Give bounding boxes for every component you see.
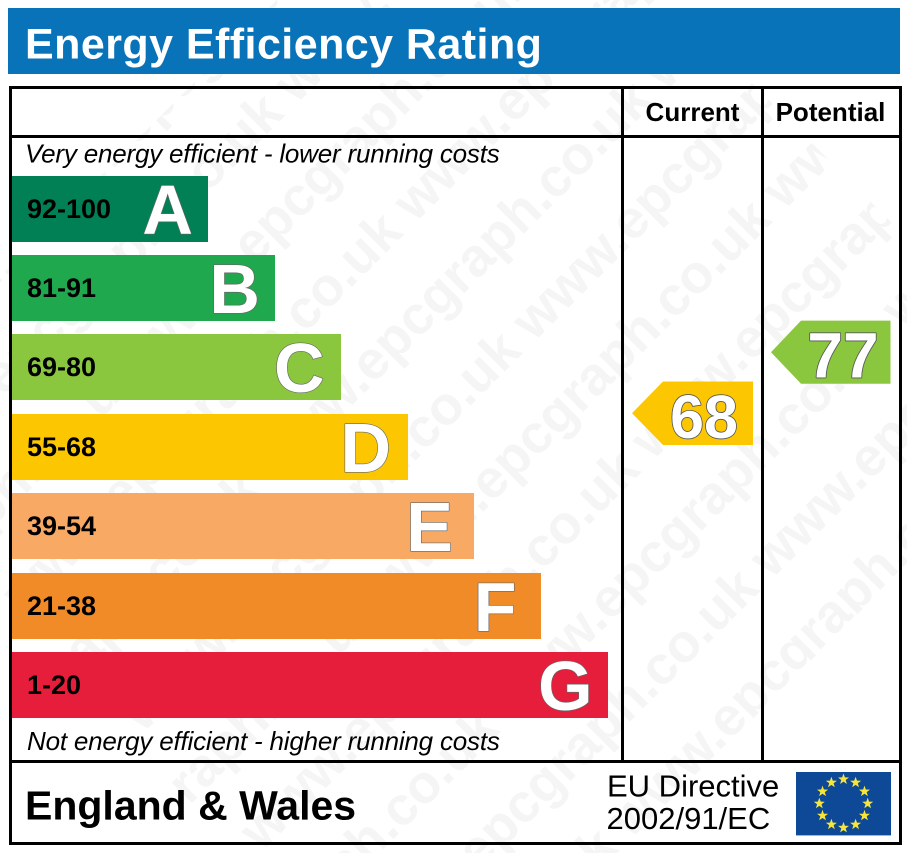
svg-text:E: E <box>406 488 453 566</box>
svg-text:Energy Efficiency Rating: Energy Efficiency Rating <box>25 21 542 69</box>
svg-text:92-100: 92-100 <box>27 194 111 224</box>
svg-text:Very energy efficient - lower: Very energy efficient - lower running co… <box>25 139 500 169</box>
svg-text:C: C <box>274 329 325 407</box>
svg-text:69-80: 69-80 <box>27 352 96 382</box>
svg-text:Current: Current <box>646 97 740 127</box>
svg-text:D: D <box>341 409 392 487</box>
svg-text:21-38: 21-38 <box>27 591 96 621</box>
svg-text:EU Directive: EU Directive <box>607 769 779 804</box>
svg-text:England & Wales: England & Wales <box>25 783 356 829</box>
svg-text:Potential: Potential <box>776 97 886 127</box>
svg-text:2002/91/EC: 2002/91/EC <box>607 801 771 836</box>
svg-text:39-54: 39-54 <box>27 511 96 541</box>
svg-text:G: G <box>538 647 592 725</box>
svg-text:68: 68 <box>670 383 738 451</box>
svg-text:77: 77 <box>807 320 878 392</box>
svg-text:81-91: 81-91 <box>27 273 96 303</box>
svg-text:55-68: 55-68 <box>27 432 96 462</box>
svg-text:1-20: 1-20 <box>27 670 81 700</box>
svg-text:A: A <box>142 171 193 249</box>
svg-text:F: F <box>474 568 517 646</box>
svg-text:B: B <box>209 250 260 328</box>
svg-text:Not energy efficient - higher: Not energy efficient - higher running co… <box>27 726 500 756</box>
